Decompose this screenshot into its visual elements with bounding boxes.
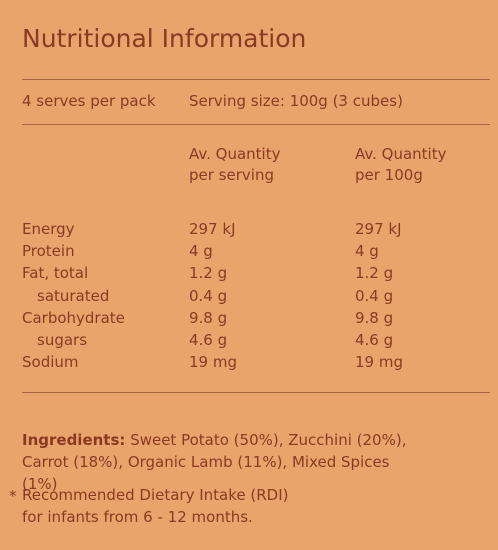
serving-size: Serving size: 100g (3 cubes) [189, 92, 403, 110]
table-row: Carbohydrate 9.8 g 9.8 g [0, 307, 498, 329]
table-row: Energy 297 kJ 297 kJ [0, 218, 498, 240]
value-per-serving: 4 g [189, 242, 213, 260]
footnote-marker: * [9, 487, 17, 505]
value-per-serving: 19 mg [189, 353, 237, 371]
column-header-line: per serving [189, 166, 274, 184]
table-row: Fat, total 1.2 g 1.2 g [0, 262, 498, 284]
ingredients-text: Sweet Potato (50%), Zucchini (20%), Carr… [22, 431, 407, 493]
ingredients: Ingredients: Sweet Potato (50%), Zucchin… [22, 429, 422, 495]
nutrient-name: Fat, total [22, 264, 89, 282]
table-row: sugars 4.6 g 4.6 g [0, 329, 498, 351]
value-per-serving: 4.6 g [189, 331, 228, 349]
value-per-100g: 9.8 g [355, 309, 394, 327]
nutrient-name: saturated [37, 287, 110, 305]
value-per-serving: 0.4 g [189, 287, 228, 305]
table-row: Protein 4 g 4 g [0, 240, 498, 262]
value-per-100g: 297 kJ [355, 220, 402, 238]
divider [22, 392, 490, 393]
column-header-line: Av. Quantity [355, 145, 447, 163]
divider [22, 124, 490, 125]
value-per-100g: 19 mg [355, 353, 403, 371]
value-per-100g: 4 g [355, 242, 379, 260]
value-per-serving: 297 kJ [189, 220, 236, 238]
nutrient-name: Energy [22, 220, 75, 238]
value-per-100g: 4.6 g [355, 331, 394, 349]
nutrient-name: sugars [37, 331, 88, 349]
column-header-line: Av. Quantity [189, 145, 281, 163]
page-title: Nutritional Information [22, 24, 307, 53]
nutrient-name: Protein [22, 242, 75, 260]
rdi-footnote: Recommended Dietary Intake (RDI) for inf… [22, 484, 288, 528]
nutrient-name: Sodium [22, 353, 79, 371]
value-per-serving: 9.8 g [189, 309, 228, 327]
divider [22, 79, 490, 80]
footnote-line: for infants from 6 - 12 months. [22, 508, 253, 526]
footnote-line: Recommended Dietary Intake (RDI) [22, 486, 289, 504]
serves-per-pack: 4 serves per pack [22, 92, 156, 110]
column-header-line: per 100g [355, 166, 423, 184]
nutrient-name: Carbohydrate [22, 309, 125, 327]
value-per-serving: 1.2 g [189, 264, 228, 282]
value-per-100g: 1.2 g [355, 264, 394, 282]
table-row: Sodium 19 mg 19 mg [0, 351, 498, 373]
value-per-100g: 0.4 g [355, 287, 394, 305]
ingredients-label: Ingredients: [22, 431, 126, 449]
table-row: saturated 0.4 g 0.4 g [0, 285, 498, 307]
